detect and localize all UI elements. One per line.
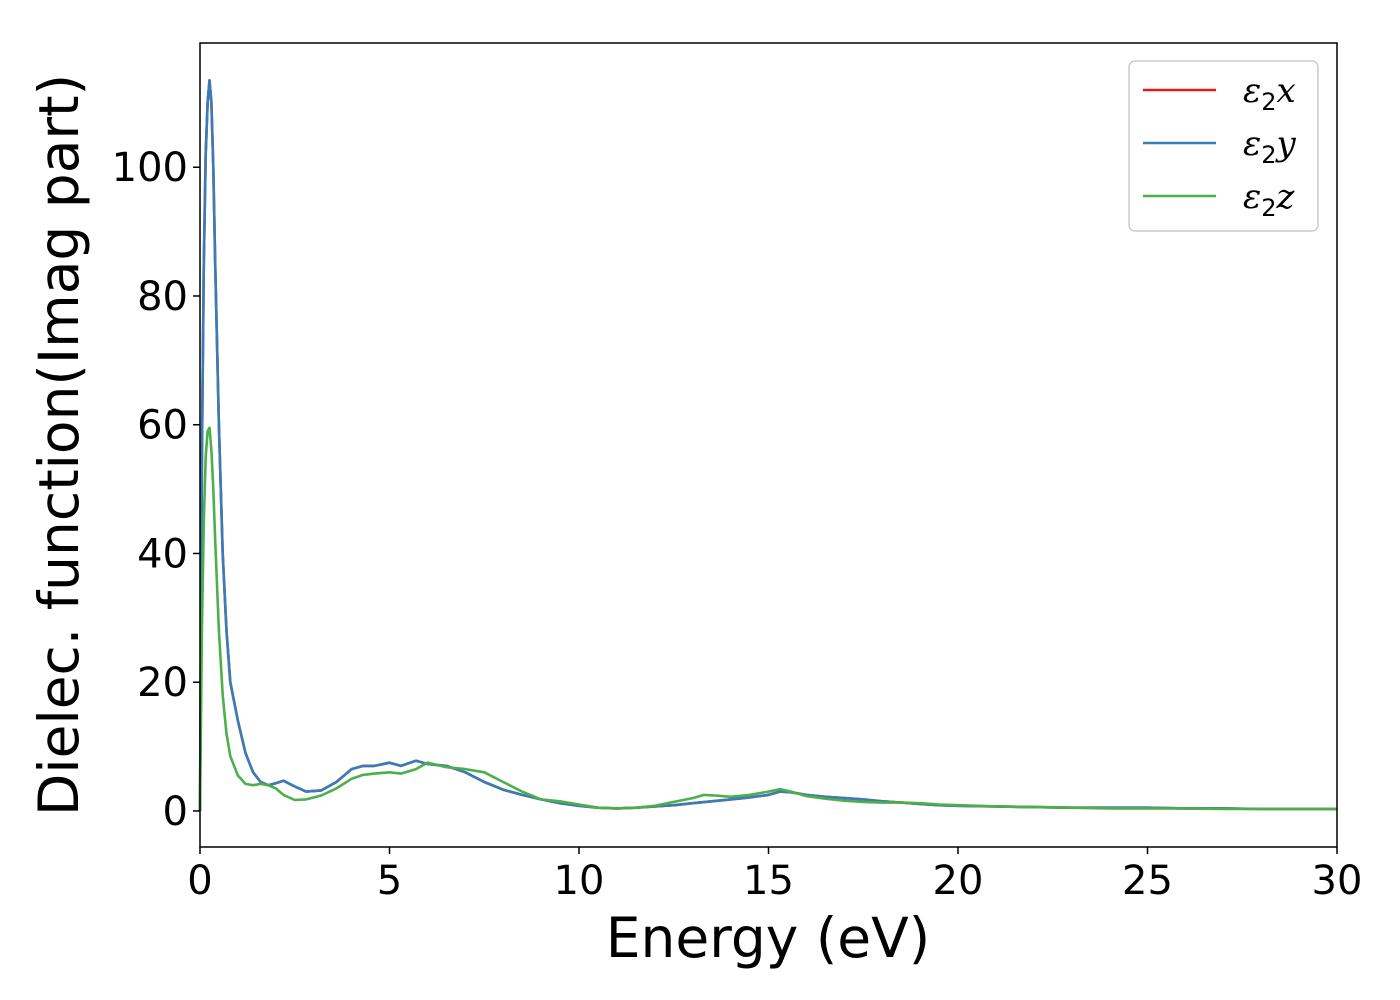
x-tick-label: 20 [933, 858, 984, 904]
x-tick-label: 25 [1122, 858, 1173, 904]
y-tick-label: 40 [137, 531, 188, 577]
series-line-z [198, 426, 1337, 812]
y-axis-title: Dielec. function(Imag part) [27, 74, 91, 816]
y-tick-label: 80 [137, 274, 188, 320]
legend-label-y: ε2y [1243, 124, 1297, 169]
legend-label-z: ε2z [1243, 177, 1296, 222]
legend: ε2x ε2y ε2z [1128, 60, 1319, 232]
x-tick-label: 5 [377, 858, 402, 904]
x-tick-label: 30 [1312, 858, 1363, 904]
legend-box [1128, 60, 1319, 232]
x-axis-ticks: 0 5 10 15 20 25 30 [187, 847, 1362, 904]
x-tick-label: 0 [187, 858, 212, 904]
y-tick-label: 60 [137, 403, 188, 449]
series-layer [198, 79, 1337, 812]
x-tick-label: 15 [743, 858, 794, 904]
x-tick-label: 10 [554, 858, 605, 904]
y-axis-ticks: 0 20 40 60 80 100 [112, 145, 200, 835]
x-axis-title: Energy (eV) [606, 906, 930, 970]
y-tick-label: 0 [163, 789, 188, 835]
legend-label-x: ε2x [1243, 71, 1296, 116]
y-tick-label: 20 [137, 660, 188, 706]
y-tick-label: 100 [112, 145, 188, 191]
